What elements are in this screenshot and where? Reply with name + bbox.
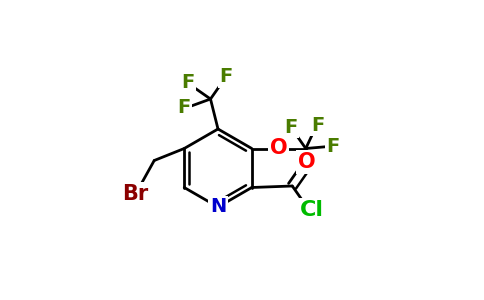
Text: F: F (311, 116, 324, 135)
Text: F: F (219, 67, 233, 86)
Text: Cl: Cl (300, 200, 324, 220)
Text: O: O (270, 139, 287, 158)
Text: F: F (284, 118, 297, 137)
Text: F: F (182, 73, 195, 92)
Text: N: N (210, 197, 226, 217)
Text: F: F (177, 98, 190, 117)
Text: O: O (298, 152, 316, 172)
Text: Br: Br (122, 184, 149, 203)
Text: F: F (326, 137, 339, 156)
